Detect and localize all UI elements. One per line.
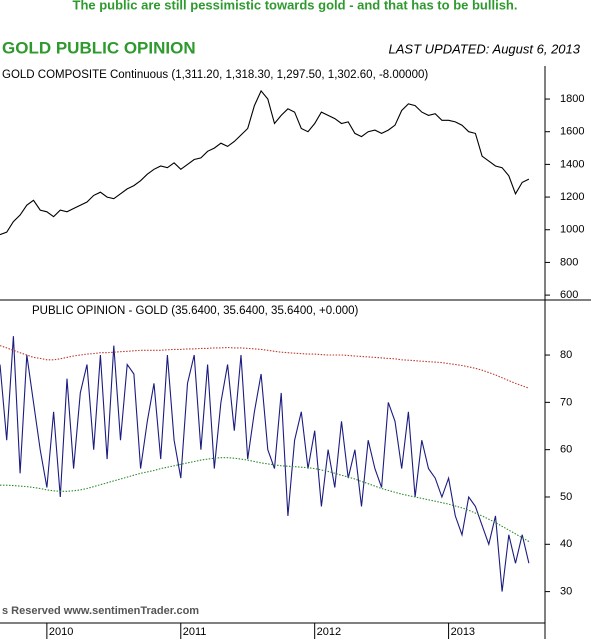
panel-label: GOLD COMPOSITE Continuous (1,311.20, 1,3…: [2, 69, 428, 81]
y-tick-label: 1600: [560, 126, 584, 138]
x-tick-label: 2013: [451, 626, 475, 638]
x-tick-label: 2012: [317, 626, 341, 638]
last-updated: LAST UPDATED: August 6, 2013: [389, 41, 581, 56]
y-tick-label: 60: [560, 444, 572, 456]
series-line: [0, 457, 530, 542]
x-tick-label: 2011: [183, 626, 207, 638]
y-tick-label: 40: [560, 538, 572, 550]
panel-label: PUBLIC OPINION - GOLD (35.6400, 35.6400,…: [32, 305, 359, 317]
y-tick-label: 1800: [560, 93, 584, 105]
series-line: [0, 345, 530, 389]
y-tick-label: 600: [560, 289, 578, 301]
y-tick-label: 50: [560, 491, 572, 503]
y-tick-label: 1200: [560, 191, 584, 203]
footer: s Reserved www.sentimenTrader.com: [2, 605, 199, 617]
series-line: [0, 89, 530, 236]
y-tick-label: 30: [560, 586, 572, 598]
y-tick-label: 1400: [560, 158, 584, 170]
series-line: [0, 336, 530, 592]
y-tick-label: 800: [560, 256, 578, 268]
chart-title: GOLD PUBLIC OPINION: [2, 38, 196, 57]
y-tick-label: 1000: [560, 224, 584, 236]
y-tick-label: 70: [560, 396, 572, 408]
x-tick-label: 2010: [49, 626, 73, 638]
headline: The public are still pessimistic towards…: [73, 0, 518, 12]
y-tick-label: 80: [560, 349, 572, 361]
